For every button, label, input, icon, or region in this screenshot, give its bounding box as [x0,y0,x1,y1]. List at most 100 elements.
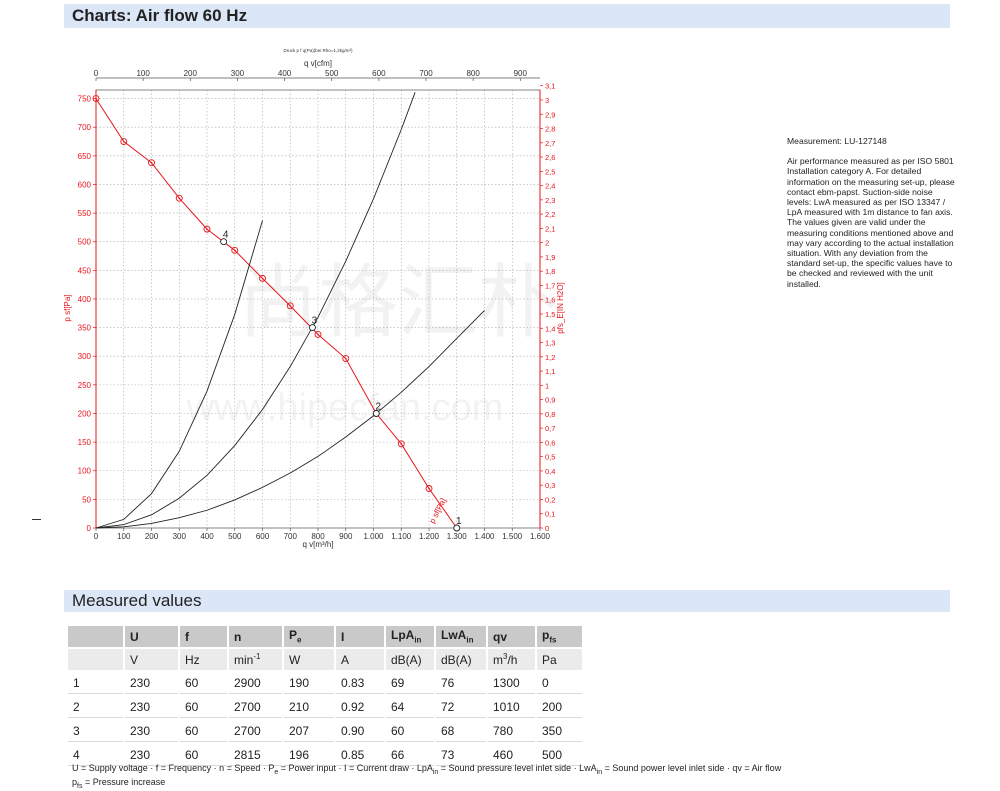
x-top-tick-label: 600 [372,69,386,78]
x-top-tick-label: 800 [466,69,480,78]
column-header: n [229,626,282,647]
y-tick-label: 550 [78,209,92,218]
y-right-tick-label: 2,1 [545,224,555,233]
x-tick-label: 1.000 [363,532,384,541]
y-tick-label: 200 [78,409,92,418]
y-right-tick-label: 1,7 [545,281,555,290]
pressure-marker-dot [400,443,403,445]
pressure-marker-dot [428,487,430,490]
pressure-marker-dot [206,228,208,230]
column-header [68,626,123,647]
x-tick-label: 1.600 [530,532,551,541]
x-tick-label: 300 [173,532,187,541]
table-cell: 0 [537,672,582,694]
x-tick-label: 400 [200,532,214,541]
table-row: 3 230 60 2700 207 0.90 60 68 780 350 [68,720,582,742]
y-right-tick-label: 1,2 [545,353,555,362]
x-tick-label: 600 [256,532,270,541]
y-right-tick-label: 2,2 [545,210,555,219]
table-cell: 2900 [229,672,282,694]
y-tick-label: 650 [78,152,92,161]
chart-section-title: Charts: Air flow 60 Hz [72,6,248,25]
operating-point-label: 2 [375,401,381,412]
y-tick-label: 0 [87,524,92,533]
table-cell: 207 [284,720,334,742]
y-right-tick-label: 1,9 [545,253,555,262]
operating-point [372,410,380,417]
pressure-marker [148,159,155,167]
table-cell: 76 [436,672,486,694]
table-cell: 196 [284,744,334,766]
x-tick-label: 700 [284,532,298,541]
y-right-tick-label: 2,6 [545,153,555,162]
pressure-marker-dot [122,140,125,143]
x-top-tick-label: 300 [231,69,245,78]
x-tick-label: 500 [228,532,242,541]
pressure-marker-dot [150,161,153,164]
x-top-tick-label: 700 [419,69,433,78]
y-right-tick-label: 0,7 [545,424,555,433]
pressure-marker-dot [95,97,97,100]
y-tick-label: 700 [78,123,92,132]
unit-cell: dB(A) [436,649,486,670]
table-cell: 60 [180,696,227,718]
y-right-tick-label: 0,9 [545,396,555,405]
table-cell: 200 [537,696,582,718]
y-right-tick-label: 1,8 [545,267,555,276]
y-tick-label: 300 [78,352,92,361]
y-right-tick-label: 2 [545,239,549,248]
pressure-marker-dot [289,305,292,307]
table-cell: 64 [386,696,434,718]
unit-cell: V [125,649,178,670]
table-cell: 1 [68,672,123,694]
x-tick-label: 1.100 [391,532,412,541]
watermark-url: www.hipecfan.com [186,387,504,429]
y-right-tick-label: 2,5 [545,167,555,176]
column-header: I [336,626,384,647]
x-tick-label: 1.200 [419,532,440,541]
chart-caption: Druck p f q(Pa)(bei Rho=1,2kg/m³) [284,48,353,53]
table-cell: 230 [125,744,178,766]
x-tick-label: 1.400 [474,532,495,541]
x-tick-label: 0 [94,532,99,541]
table-cell: 73 [436,744,486,766]
pressure-marker [259,274,266,282]
system-curve [95,220,263,529]
table-cell: 350 [537,720,582,742]
divider-dash [32,519,41,520]
unit-cell: Pa [537,649,582,670]
y-right-tick-label: 2,4 [545,182,555,191]
y-right-tick-label: 0,2 [545,495,555,504]
unit-cell: Hz [180,649,227,670]
table-cell: 66 [386,744,434,766]
table-cell: 60 [180,672,227,694]
table-cell: 0.85 [336,744,384,766]
y-right-tick-label: 2,7 [545,139,555,148]
y-tick-label: 600 [78,180,92,189]
column-header: U [125,626,178,647]
column-header: pfs [537,626,582,647]
y-tick-label: 450 [78,266,92,275]
x-tick-label: 200 [145,532,159,541]
pressure-marker-dot [178,197,181,200]
table-cell: 68 [436,720,486,742]
unit-cell: min-1 [229,649,282,670]
table-cell: 3 [68,720,123,742]
table-cell: 2 [68,696,123,718]
table-cell: 230 [125,672,178,694]
measured-values-title: Measured values [72,591,202,610]
x-top-tick-label: 200 [184,69,198,78]
y-right-tick-label: 2,3 [545,196,555,205]
table-cell: 60 [386,720,434,742]
unit-cell: dB(A) [386,649,434,670]
chart-section-header: Charts: Air flow 60 Hz [64,4,950,28]
system-curve [95,310,485,529]
x-top-tick-label: 0 [94,69,99,78]
table-row: 4 230 60 2815 196 0.85 66 73 460 500 [68,744,582,766]
y-right-tick-label: 0,1 [545,510,555,519]
y-axis-label: p sf[Pa] [63,294,72,321]
table-cell: 230 [125,696,178,718]
y-right-tick-label: 1,6 [545,296,555,305]
operating-point [220,238,228,246]
pressure-marker [314,331,322,338]
